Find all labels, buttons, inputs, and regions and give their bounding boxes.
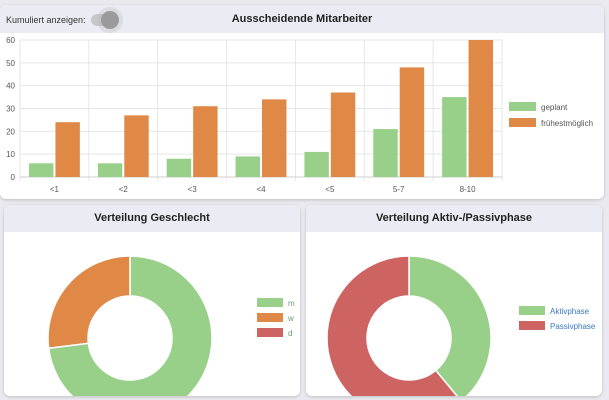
x-tick-label: 5-7 <box>393 185 405 194</box>
legend-label: m <box>288 299 295 308</box>
legend-label: Passivphase <box>550 322 596 331</box>
bar-0 <box>442 97 467 177</box>
toggle-knob[interactable] <box>100 11 119 29</box>
toggle-label: Kumuliert anzeigen: <box>6 15 86 25</box>
legend-swatch <box>509 118 536 127</box>
chart-title: Ausscheidende Mitarbeiter <box>231 13 373 25</box>
legend-swatch <box>257 298 283 307</box>
card-verteilung-phase: Verteilung Aktiv-/Passivphase Aktivphase… <box>306 205 602 396</box>
donut-slice <box>47 255 131 350</box>
chart-title: Verteilung Geschlecht <box>94 212 210 224</box>
donut-slice <box>408 255 492 396</box>
card-header: Verteilung Geschlecht <box>4 205 300 232</box>
legend-label: geplant <box>541 103 568 112</box>
donut-slice <box>326 255 458 396</box>
bar-chart: 0 10 20 30 40 50 60 <1 <2 <3 <4 <5 5-7 8-10 geplant frü… <box>6 36 593 194</box>
bar-0 <box>304 151 329 177</box>
bar-0 <box>97 163 123 177</box>
bar-1 <box>330 92 356 177</box>
x-tick-label: <5 <box>325 185 335 194</box>
donut-slice <box>47 255 213 396</box>
y-tick-label: 10 <box>6 150 15 159</box>
bar-0 <box>235 156 260 177</box>
cumulative-toggle[interactable] <box>90 11 119 29</box>
legend-swatch <box>519 306 545 315</box>
y-tick-label: 30 <box>6 105 15 114</box>
bar-1 <box>193 106 218 177</box>
y-tick-label: 40 <box>6 82 15 91</box>
x-tick-label: 8-10 <box>460 185 477 194</box>
legend-swatch <box>519 321 545 330</box>
legend-swatch <box>257 328 283 337</box>
x-tick-label: <4 <box>256 185 266 194</box>
legend-label: Aktivphase <box>550 307 590 316</box>
card-ausscheidende-mitarbeiter: Ausscheidende Mitarbeiter Kumuliert anze… <box>0 5 604 199</box>
bar-0 <box>166 158 192 177</box>
card-header: Verteilung Aktiv-/Passivphase <box>306 205 602 232</box>
bar-0 <box>28 163 54 177</box>
legend-swatch <box>509 102 536 111</box>
bar-1 <box>262 99 287 177</box>
legend-swatch <box>257 313 283 322</box>
bar-0 <box>373 129 398 177</box>
legend-label: w <box>287 314 294 323</box>
bar-1 <box>124 115 149 177</box>
x-tick-label: <3 <box>188 185 198 194</box>
y-tick-label: 60 <box>6 36 15 45</box>
legend-label: frühestmöglich <box>541 119 593 128</box>
bar-1 <box>55 122 80 177</box>
x-tick-label: <1 <box>50 185 60 194</box>
y-tick-label: 50 <box>6 59 15 68</box>
bar-1 <box>468 40 494 177</box>
x-tick-label: <2 <box>119 185 129 194</box>
cumulative-toggle-group: Kumuliert anzeigen: <box>6 11 119 29</box>
chart-title: Verteilung Aktiv-/Passivphase <box>375 212 533 224</box>
y-tick-label: 20 <box>6 127 15 136</box>
legend-label: d <box>288 329 292 338</box>
bar-1 <box>399 67 425 177</box>
donut-chart-gender: mwd <box>47 255 295 396</box>
y-tick-label: 0 <box>11 173 16 182</box>
donut-chart-phase: Aktivphase Passivphase <box>326 255 596 396</box>
